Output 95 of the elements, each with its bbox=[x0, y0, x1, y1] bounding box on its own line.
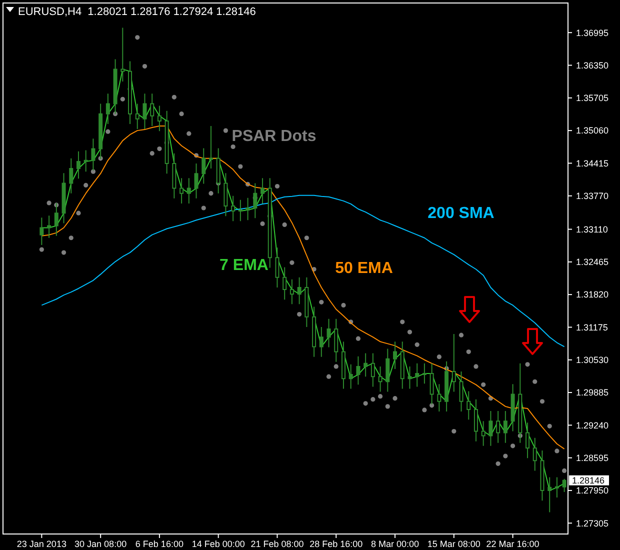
candlestick bbox=[488, 410, 493, 446]
candlestick bbox=[326, 318, 331, 348]
candlestick bbox=[319, 326, 324, 358]
y-tick-label: 1.31820 bbox=[576, 290, 609, 300]
y-tick-label: 1.29240 bbox=[576, 420, 609, 430]
candlestick bbox=[282, 266, 287, 300]
candlestick bbox=[275, 246, 280, 288]
candlestick bbox=[172, 152, 176, 199]
candlestick bbox=[106, 93, 110, 124]
candlestick bbox=[186, 178, 191, 204]
x-tick-label: 30 Jan 08:00 bbox=[74, 539, 127, 549]
y-tick-label: 1.36350 bbox=[576, 60, 609, 70]
candlestick bbox=[503, 410, 508, 444]
candlestick bbox=[113, 58, 118, 114]
candlestick bbox=[231, 195, 236, 222]
x-tick-label: 23 Jan 2013 bbox=[16, 539, 66, 549]
y-tick-label: 1.27950 bbox=[576, 486, 609, 496]
y-tick-label: 1.33770 bbox=[576, 191, 609, 202]
candlestick bbox=[304, 276, 309, 328]
candlestick bbox=[400, 341, 404, 390]
candlestick bbox=[142, 93, 147, 130]
y-tick-label: 1.34415 bbox=[576, 158, 609, 168]
y-tick-label: 1.29885 bbox=[576, 388, 609, 398]
y-tick-label: 1.27305 bbox=[576, 518, 609, 528]
x-tick-label: 21 Feb 08:00 bbox=[250, 539, 304, 549]
chart-title: EURUSD,H4 1.28021 1.28176 1.27924 1.28146 bbox=[18, 6, 256, 18]
candlestick bbox=[202, 148, 206, 184]
candlestick bbox=[238, 199, 242, 222]
candlestick bbox=[364, 352, 368, 378]
candlestick bbox=[356, 356, 360, 386]
series-label: 7 EMA bbox=[220, 257, 269, 274]
candlestick bbox=[150, 93, 154, 127]
y-tick-label: 1.33110 bbox=[576, 224, 608, 234]
candlestick bbox=[260, 178, 265, 204]
candlestick bbox=[84, 150, 88, 172]
candlestick bbox=[208, 126, 213, 170]
candlestick bbox=[290, 278, 294, 305]
candlestick bbox=[526, 422, 530, 459]
y-tick-label: 1.35705 bbox=[576, 93, 609, 104]
candlestick bbox=[334, 318, 338, 362]
x-tick-label: 15 Mar 08:00 bbox=[427, 539, 480, 549]
candlestick bbox=[415, 362, 420, 388]
candlestick bbox=[180, 178, 184, 204]
candlestick bbox=[510, 384, 515, 432]
candlestick bbox=[341, 341, 346, 390]
candlestick bbox=[47, 215, 52, 238]
candlestick bbox=[481, 420, 486, 446]
candlestick bbox=[348, 364, 353, 390]
series-label: PSAR Dots bbox=[232, 128, 316, 145]
candlestick bbox=[69, 158, 74, 194]
candlestick bbox=[157, 105, 162, 132]
line-series bbox=[41, 194, 565, 348]
x-tick-label: 6 Feb 16:00 bbox=[135, 539, 184, 549]
x-tick-label: 22 Mar 16:00 bbox=[486, 539, 540, 549]
x-tick-label: 14 Feb 00:00 bbox=[192, 539, 245, 549]
candlestick bbox=[540, 450, 544, 502]
candlestick bbox=[548, 476, 552, 513]
x-tick-label: 28 Feb 16:00 bbox=[310, 539, 363, 549]
candlestick bbox=[194, 162, 198, 199]
candlestick bbox=[554, 476, 559, 498]
candlestick bbox=[246, 197, 250, 221]
candlestick bbox=[496, 410, 500, 444]
candlestick bbox=[76, 150, 80, 180]
candlestick bbox=[98, 103, 103, 160]
candlestick bbox=[370, 352, 375, 388]
x-tick-label: 8 Mar 00:00 bbox=[371, 539, 420, 549]
candlestick bbox=[393, 341, 398, 370]
candlestick bbox=[120, 27, 125, 82]
candlestick bbox=[297, 276, 302, 305]
candlestick bbox=[224, 172, 228, 217]
candlestick bbox=[62, 172, 66, 224]
candlestick bbox=[474, 398, 478, 442]
candlestick bbox=[437, 384, 442, 412]
series-label: 200 SMA bbox=[428, 205, 495, 222]
line-series bbox=[41, 126, 565, 450]
candlestick bbox=[562, 478, 566, 492]
y-tick-label: 1.35060 bbox=[576, 126, 609, 136]
candlestick bbox=[408, 366, 412, 390]
candlestick bbox=[378, 366, 382, 392]
candlestick bbox=[459, 371, 464, 412]
candlestick bbox=[532, 437, 537, 472]
y-tick-label: 1.32465 bbox=[576, 257, 609, 268]
candlestick bbox=[135, 103, 140, 130]
y-tick-label: 1.36995 bbox=[576, 28, 609, 38]
candlestick bbox=[452, 334, 456, 392]
candlestick bbox=[386, 348, 390, 392]
candlestick bbox=[40, 217, 44, 246]
y-tick-label: 1.30530 bbox=[576, 355, 609, 366]
y-tick-label: 1.28595 bbox=[576, 452, 609, 463]
y-tick-label: 1.31175 bbox=[576, 322, 608, 332]
candlestick bbox=[422, 362, 426, 384]
candlestick bbox=[312, 306, 316, 358]
candlestick bbox=[466, 390, 471, 420]
text: 1.28146 bbox=[572, 475, 605, 486]
series-label: 50 EMA bbox=[335, 260, 394, 277]
